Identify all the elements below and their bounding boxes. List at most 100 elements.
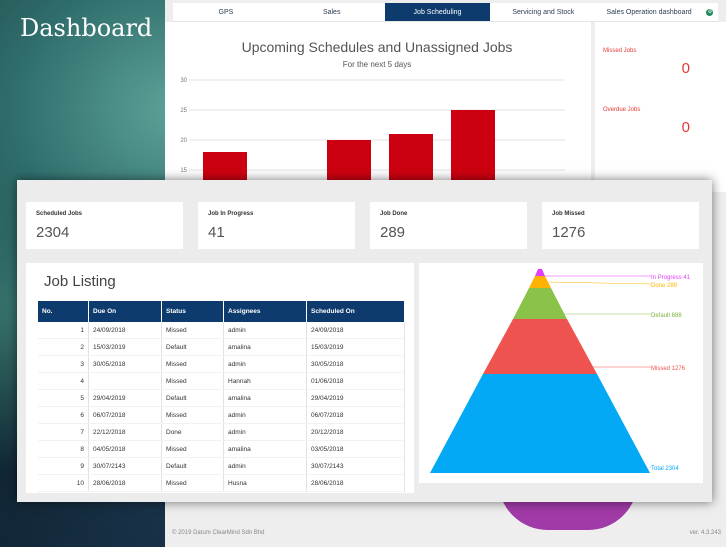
cell-scheduled-on: 06/07/2018 (306, 406, 405, 424)
front-dashboard-window: Scheduled Jobs 2304 Job In Progress 41 J… (17, 180, 712, 502)
table-row[interactable]: 8 04/05/2018 Missed amalina 03/05/2018 (38, 440, 405, 458)
cell-status: Missed (161, 322, 224, 339)
cell-status: Missed (161, 474, 224, 492)
cell-no: 7 (38, 423, 89, 441)
overdue-jobs-value: 0 (681, 119, 690, 136)
cell-assignees: admin (223, 423, 307, 441)
cell-due-on: 15/03/2019 (88, 338, 162, 356)
cell-due-on: 22/12/2018 (88, 423, 162, 441)
pyramid-label-total: Total 2304 (651, 466, 679, 472)
slide-title: Dashboard (20, 14, 153, 42)
tab-sales-operation-dashboard[interactable]: Sales Operation dashboard (606, 8, 692, 16)
card-label: Job Missed (552, 211, 585, 217)
table-row[interactable]: 1 24/09/2018 Missed admin 24/09/2018 (38, 322, 405, 339)
column-header-status[interactable]: Status (161, 301, 224, 322)
cell-scheduled-on: 28/06/2018 (306, 474, 405, 492)
y-tick-label: 30 (180, 78, 187, 84)
card-value: 41 (208, 224, 225, 241)
cell-scheduled-on: 01/06/2018 (306, 372, 405, 390)
cell-scheduled-on: 30/05/2018 (306, 355, 405, 373)
footer-copyright: © 2019 Datum ClearMind Sdn Bhd (172, 530, 265, 536)
cell-scheduled-on: 30/07/2143 (306, 457, 405, 475)
pyramid-segment-done (529, 276, 551, 288)
cell-status: Default (161, 389, 224, 407)
card-job-missed: Job Missed 1276 (542, 202, 699, 249)
job-listing-panel: Job Listing No. Due On Status Assignees … (26, 263, 414, 493)
pyramid-segment-total (430, 374, 650, 473)
cell-due-on: 28/06/2018 (88, 474, 162, 492)
cell-scheduled-on: 20/12/2018 (306, 423, 405, 441)
tab-job-scheduling[interactable]: Job Scheduling (384, 3, 491, 21)
card-label: Job In Progress (208, 211, 254, 217)
pyramid-label-default: Default 688 (651, 313, 682, 319)
y-tick-label: 25 (180, 108, 187, 114)
schedule-bar-chart: Upcoming Schedules and Unassigned Jobs F… (180, 39, 565, 192)
cell-assignees: amalina (223, 338, 307, 356)
settings-icon[interactable]: ⚙ (706, 8, 714, 16)
cell-assignees: amalina (223, 440, 307, 458)
card-job-done: Job Done 289 (370, 202, 527, 249)
cell-status: Missed (161, 372, 224, 390)
cell-no: 9 (38, 457, 89, 475)
cell-due-on: 24/09/2018 (88, 322, 162, 339)
pyramid-segment-missed (483, 319, 597, 374)
overdue-jobs-label: Overdue Jobs (603, 107, 641, 113)
table-header-row: No. Due On Status Assignees Scheduled On (38, 301, 405, 322)
tab-gps[interactable]: GPS (218, 8, 234, 16)
cell-assignees: admin (223, 457, 307, 475)
chart-title: Upcoming Schedules and Unassigned Jobs (242, 39, 513, 55)
pyramid-label-done: Done 289 (651, 283, 678, 289)
cell-due-on: 30/05/2018 (88, 355, 162, 373)
table-row[interactable]: 7 22/12/2018 Done admin 20/12/2018 (38, 423, 405, 441)
tab-servicing-and-stock[interactable]: Servicing and Stock (512, 8, 575, 16)
cell-no: 1 (38, 322, 89, 339)
table-row[interactable]: 3 30/05/2018 Missed admin 30/05/2018 (38, 355, 405, 373)
table-row[interactable]: 4 Missed Hannah 01/06/2018 (38, 372, 405, 390)
column-header-due-on[interactable]: Due On (88, 301, 162, 322)
y-tick-label: 15 (180, 168, 187, 174)
cell-scheduled-on: 15/03/2019 (306, 338, 405, 356)
card-value: 1276 (552, 224, 586, 241)
table-row[interactable]: 10 28/06/2018 Missed Husna 28/06/2018 (38, 474, 405, 492)
pyramid-label-in-progress: In Progress 41 (651, 275, 691, 281)
missed-jobs-label: Missed Jobs (603, 48, 637, 54)
chart-bar[interactable] (451, 110, 495, 192)
table-row[interactable]: 9 30/07/2143 Default admin 30/07/2143 (38, 457, 405, 475)
missed-jobs-value: 0 (681, 60, 690, 77)
pyramid-segment-default (513, 288, 567, 319)
table-row[interactable]: 6 06/07/2018 Missed admin 06/07/2018 (38, 406, 405, 424)
cell-assignees: amalina (223, 389, 307, 407)
cell-assignees: Hannah (223, 372, 307, 390)
cell-due-on: 29/04/2019 (88, 389, 162, 407)
column-header-scheduled-on[interactable]: Scheduled On (306, 301, 405, 322)
cell-scheduled-on: 24/09/2018 (306, 322, 405, 339)
card-scheduled-jobs: Scheduled Jobs 2304 (26, 202, 183, 249)
chart-subtitle: For the next 5 days (343, 60, 411, 69)
table-row[interactable]: 2 15/03/2019 Default amalina 15/03/2019 (38, 338, 405, 356)
pyramid-leader-line (548, 281, 652, 285)
cell-due-on: 04/05/2018 (88, 440, 162, 458)
card-label: Job Done (380, 211, 408, 217)
cell-status: Missed (161, 440, 224, 458)
cell-no: 8 (38, 440, 89, 458)
pyramid-label-missed: Missed 1276 (651, 366, 686, 372)
cell-scheduled-on: 29/04/2019 (306, 389, 405, 407)
card-value: 2304 (36, 224, 70, 241)
job-status-pyramid: In Progress 41 Done 289 Default 688 Miss… (430, 269, 691, 473)
schedule-chart-panel: Upcoming Schedules and Unassigned Jobs F… (165, 22, 591, 192)
cell-assignees: admin (223, 355, 307, 373)
cell-due-on (88, 372, 162, 390)
cell-no: 5 (38, 389, 89, 407)
cell-due-on: 06/07/2018 (88, 406, 162, 424)
column-header-assignees[interactable]: Assignees (223, 301, 307, 322)
cell-status: Done (161, 423, 224, 441)
job-listing-table: No. Due On Status Assignees Scheduled On… (38, 301, 405, 492)
cell-scheduled-on: 03/05/2018 (306, 440, 405, 458)
footer-version: ver. 4.3.243 (689, 530, 721, 536)
card-job-in-progress: Job In Progress 41 (198, 202, 355, 249)
tab-sales[interactable]: Sales (322, 8, 341, 16)
job-status-pyramid-panel: In Progress 41 Done 289 Default 688 Miss… (419, 263, 703, 483)
column-header-no[interactable]: No. (38, 301, 89, 322)
table-row[interactable]: 5 29/04/2019 Default amalina 29/04/2019 (38, 389, 405, 407)
cell-no: 6 (38, 406, 89, 424)
